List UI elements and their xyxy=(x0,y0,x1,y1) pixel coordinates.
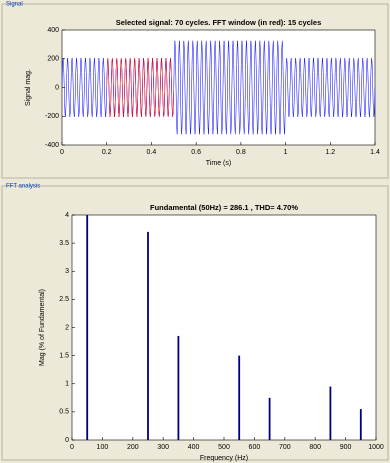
y-tick-label: 0.5 xyxy=(59,409,69,416)
x-tick-label: 0.6 xyxy=(191,149,201,156)
y-axis-label: Mag (% of Fundamental) xyxy=(39,289,46,366)
x-tick-label: 0 xyxy=(60,149,64,156)
x-tick-label: 1.4 xyxy=(370,149,380,156)
x-tick-label: 1.2 xyxy=(325,149,335,156)
y-tick-label: 3 xyxy=(65,268,69,275)
x-tick-label: 300 xyxy=(157,444,169,451)
harmonic-bar xyxy=(238,355,241,440)
signal-trace xyxy=(173,40,286,135)
x-tick-label: 0.2 xyxy=(102,149,112,156)
panel-label: Signal xyxy=(6,2,23,8)
signal-group xyxy=(1,3,389,179)
panel-label: FFT analysis xyxy=(6,184,40,190)
chart-title: Selected signal: 70 cycles. FFT window (… xyxy=(116,18,322,27)
harmonic-bar xyxy=(268,397,271,440)
plot-clip xyxy=(62,40,375,135)
x-tick-label: 0.8 xyxy=(236,149,246,156)
harmonic-bar xyxy=(177,335,180,440)
y-tick-label: -400 xyxy=(45,142,59,149)
y-tick-label: 200 xyxy=(47,56,59,63)
x-tick-label: 1000 xyxy=(368,444,384,451)
y-tick-label: -200 xyxy=(45,113,59,120)
plot-clip xyxy=(86,215,362,440)
x-tick-label: 700 xyxy=(279,444,291,451)
y-tick-label: 1 xyxy=(65,381,69,388)
x-axis-label: Frequency (Hz) xyxy=(200,455,248,462)
chart-title: Fundamental (50Hz) = 286.1 , THD= 4.70% xyxy=(150,203,298,212)
x-tick-label: 600 xyxy=(249,444,261,451)
x-tick-label: 0.4 xyxy=(147,149,157,156)
x-tick-label: 900 xyxy=(340,444,352,451)
y-tick-label: 0 xyxy=(65,437,69,444)
x-tick-label: 800 xyxy=(309,444,321,451)
y-tick-label: 1.5 xyxy=(59,352,69,359)
x-axis-label: Time (s) xyxy=(206,160,231,167)
y-tick-label: 4 xyxy=(65,212,69,219)
y-tick-label: 0 xyxy=(55,84,59,91)
y-tick-label: 2.5 xyxy=(59,296,69,303)
plot-area xyxy=(71,214,377,441)
y-tick-label: 400 xyxy=(47,27,59,34)
fft-window-trace xyxy=(106,58,175,117)
y-axis-label: Signal mag. xyxy=(25,69,32,106)
x-tick-label: 200 xyxy=(127,444,139,451)
harmonic-bar xyxy=(329,386,332,440)
y-tick-label: 3.5 xyxy=(59,240,69,247)
harmonic-bar xyxy=(86,215,89,440)
x-tick-label: 1 xyxy=(284,149,288,156)
signal-trace xyxy=(285,58,375,117)
x-tick-label: 500 xyxy=(218,444,230,451)
harmonic-bar xyxy=(359,409,362,440)
harmonic-bar xyxy=(147,231,149,440)
x-tick-label: 0 xyxy=(70,444,74,451)
y-tick-label: 2 xyxy=(65,324,69,331)
x-tick-label: 100 xyxy=(97,444,109,451)
x-tick-label: 400 xyxy=(188,444,200,451)
fft-group xyxy=(1,185,389,461)
